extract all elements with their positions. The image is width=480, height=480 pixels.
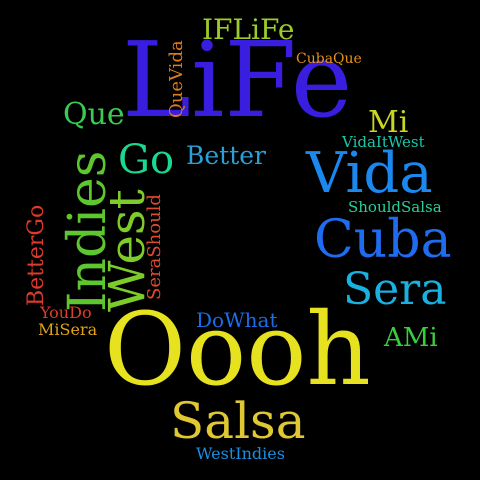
word-oooh: Oooh: [104, 291, 371, 408]
word-salsa: Salsa: [170, 392, 306, 450]
word-westindies: WestIndies: [196, 444, 285, 463]
word-mi: Mi: [368, 105, 409, 140]
word-iflife: IFLiFe: [202, 13, 295, 46]
word-cuba: Cuba: [314, 210, 452, 270]
word-life: LiFe: [122, 19, 353, 141]
word-shouldsalsa: ShouldSalsa: [348, 198, 442, 216]
word-vida: Vida: [306, 141, 433, 206]
word-cubaque: CubaQue: [296, 51, 362, 67]
word-sera: Sera: [343, 264, 447, 315]
word-dowhat: DoWhat: [196, 308, 278, 332]
word-serashould: SeraShould: [144, 194, 165, 300]
word-que: Que: [63, 97, 125, 132]
word-misera: MiSera: [38, 320, 98, 339]
word-youdo: YouDo: [40, 303, 92, 322]
word-vidaitwest: VidaItWest: [342, 133, 425, 151]
word-betterego: BetterGo: [24, 204, 49, 306]
word-go: Go: [118, 137, 175, 183]
word-better: Better: [186, 141, 267, 170]
word-quevida: QueVida: [166, 40, 187, 118]
word-ami: AMi: [384, 323, 438, 353]
